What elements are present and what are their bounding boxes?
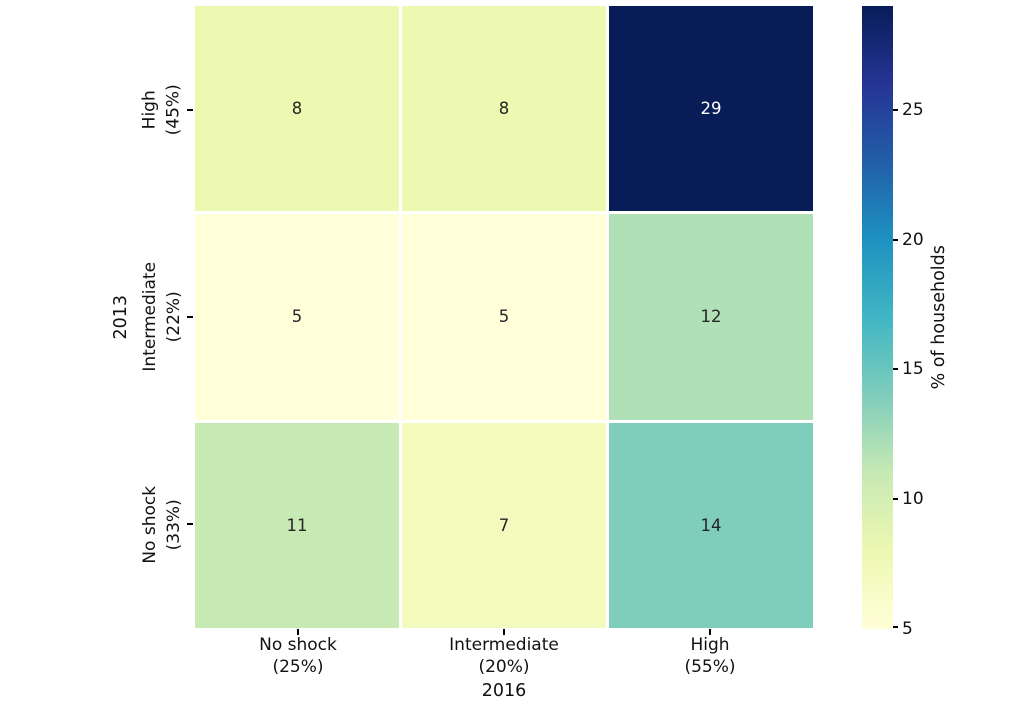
colorbar-tick-mark [893, 626, 898, 628]
colorbar-tick-label: 5 [902, 619, 913, 639]
heatmap-cell: 12 [609, 214, 813, 420]
y-tick-label: High (45%) [140, 84, 184, 136]
y-tick-mark [187, 316, 193, 318]
x-tick-mark [297, 629, 299, 635]
heatmap-cell: 8 [402, 6, 606, 212]
colorbar-tick-mark [893, 108, 898, 111]
colorbar-tick-label: 10 [902, 489, 924, 510]
heatmap-cell: 14 [609, 422, 813, 628]
x-tick-mark [709, 629, 711, 635]
heatmap-cell: 5 [195, 214, 399, 420]
colorbar-tick-mark [893, 238, 898, 241]
cell-value-label: 29 [700, 99, 722, 119]
colorbar-tick-label: 20 [902, 229, 924, 250]
colorbar-tick-label: 15 [902, 359, 924, 380]
x-tick-label: No shock (25%) [259, 635, 337, 678]
y-tick-label: Intermediate (22%) [140, 262, 184, 372]
heatmap-cell: 7 [402, 422, 606, 628]
colorbar [862, 6, 893, 629]
colorbar-tick-mark [893, 498, 898, 501]
x-axis-label: 2016 [481, 681, 527, 701]
cell-value-label: 7 [498, 515, 510, 535]
heatmap-cell: 11 [195, 422, 399, 628]
cell-value-label: 5 [498, 307, 510, 327]
cell-value-label: 14 [700, 515, 722, 535]
x-tick-label: High (55%) [684, 635, 736, 678]
y-tick-label: No shock (33%) [140, 485, 184, 564]
x-tick-label: Intermediate (20%) [449, 635, 559, 678]
x-tick-mark [503, 629, 505, 635]
y-tick-mark [187, 108, 193, 111]
cell-value-label: 8 [291, 99, 303, 119]
heatmap-cell: 5 [402, 214, 606, 420]
cell-value-label: 8 [498, 99, 510, 119]
colorbar-tick-mark [893, 368, 898, 371]
heatmap-grid: 8 8 29 5 5 12 11 7 14 [195, 6, 813, 628]
y-axis-label: 2013 [110, 294, 131, 340]
cell-value-label: 11 [286, 515, 308, 535]
heatmap-cell: 8 [195, 6, 399, 212]
cell-value-label: 12 [700, 307, 722, 327]
y-tick-mark [187, 523, 193, 526]
cell-value-label: 5 [291, 307, 303, 327]
heatmap-cell: 29 [609, 6, 813, 212]
colorbar-tick-label: 25 [902, 99, 924, 120]
